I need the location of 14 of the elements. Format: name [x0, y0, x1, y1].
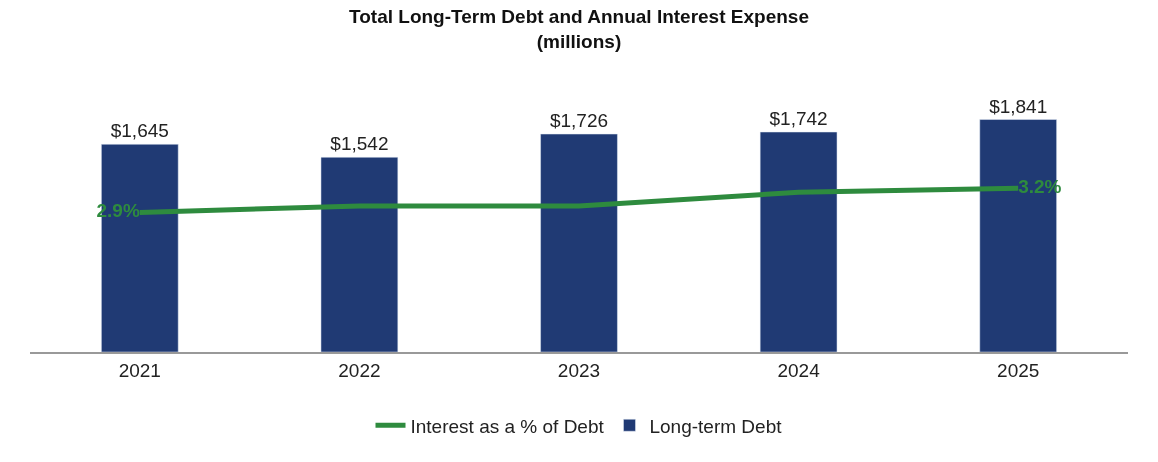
- data-label: $1,645: [110, 120, 169, 142]
- data-label: $1,841: [989, 95, 1048, 117]
- x-tick-label: 2024: [777, 359, 821, 381]
- data-label: $1,542: [330, 133, 389, 155]
- legend-label: Interest as a % of Debt: [410, 415, 605, 437]
- x-tick-label: 2025: [997, 359, 1040, 381]
- x-tick-label: 2023: [557, 359, 601, 381]
- data-label: $1,742: [769, 108, 828, 130]
- legend-label: Long-term Debt: [649, 415, 783, 437]
- chart-title: Total Long-Term Debt and Annual Interest Expense: [349, 6, 809, 28]
- x-tick-label: 2021: [118, 359, 161, 381]
- x-tick-label: 2022: [338, 359, 381, 381]
- chart-subtitle: (millions): [536, 30, 622, 52]
- data-label: $1,726: [549, 110, 609, 132]
